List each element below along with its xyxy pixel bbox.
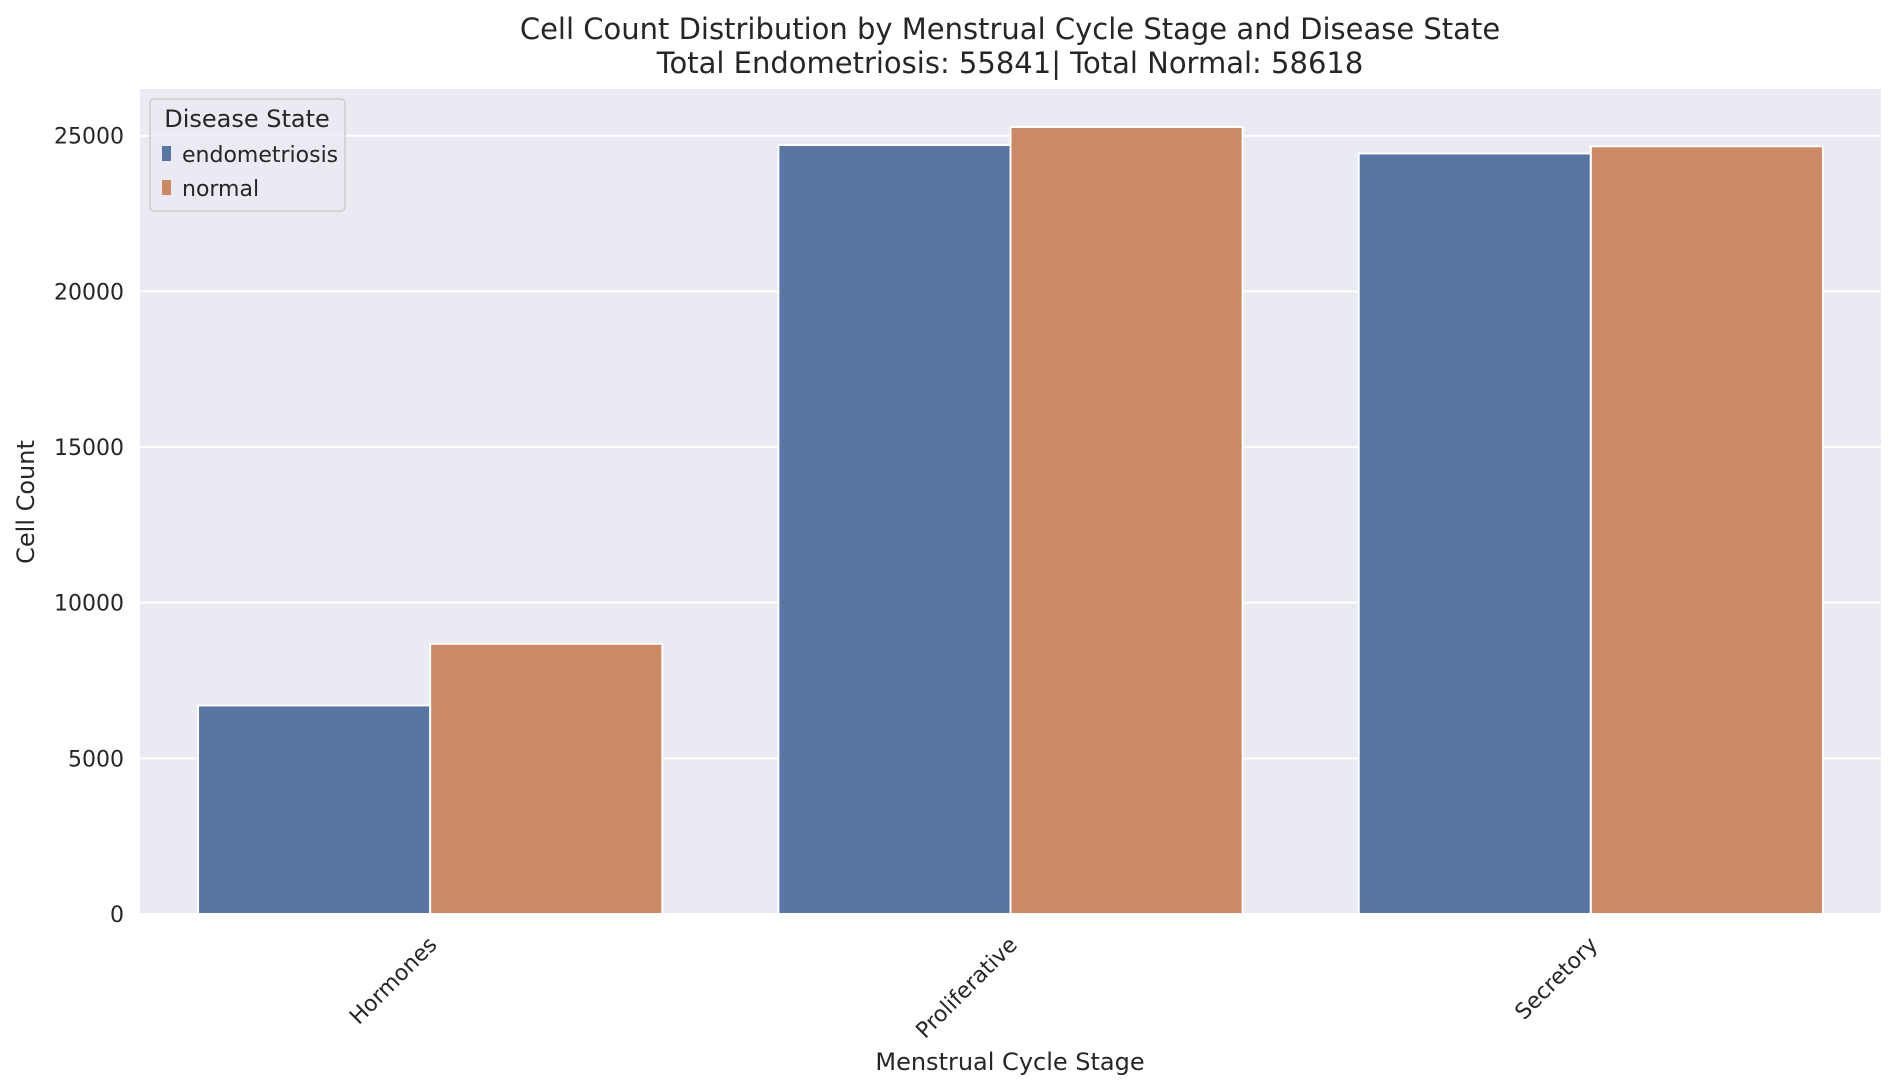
x-tick-label: Proliferative: [912, 933, 1023, 1044]
y-tick-label: 25000: [54, 125, 124, 150]
y-tick-label: 5000: [68, 747, 124, 772]
y-tick-label: 0: [110, 903, 124, 928]
x-tick-label: Hormones: [345, 933, 442, 1030]
legend-swatch-endometriosis: [162, 146, 171, 161]
bar-normal-proliferative: [1009, 125, 1244, 915]
y-tick-label: 20000: [54, 280, 124, 305]
y-tick-label: 15000: [54, 436, 124, 461]
legend: Disease State endometriosis normal: [149, 98, 346, 212]
legend-label-endometriosis: endometriosis: [182, 143, 338, 168]
bar-endometriosis-hormones: [197, 704, 432, 915]
chart-title: Cell Count Distribution by Menstrual Cyc…: [520, 12, 1500, 46]
legend-box: [149, 98, 346, 212]
legend-title: Disease State: [164, 105, 330, 133]
bars: [197, 125, 1824, 916]
y-tick-label: 10000: [54, 592, 124, 617]
x-axis-label: Menstrual Cycle Stage: [875, 1048, 1144, 1076]
y-axis-label: Cell Count: [12, 440, 40, 564]
bar-endometriosis-secretory: [1357, 152, 1592, 915]
bar-normal-hormones: [429, 642, 664, 915]
x-axis-ticks: Hormones Proliferative Secretory: [345, 933, 1603, 1044]
chart-subtitle: Total Endometriosis: 55841| Total Normal…: [656, 46, 1364, 80]
bar-endometriosis-proliferative: [777, 144, 1012, 916]
legend-swatch-normal: [162, 180, 171, 195]
y-axis-ticks: 0 5000 10000 15000 20000 25000: [54, 125, 124, 928]
x-tick-label: Secretory: [1511, 933, 1604, 1026]
bar-normal-secretory: [1589, 145, 1824, 915]
legend-label-normal: normal: [182, 177, 259, 202]
